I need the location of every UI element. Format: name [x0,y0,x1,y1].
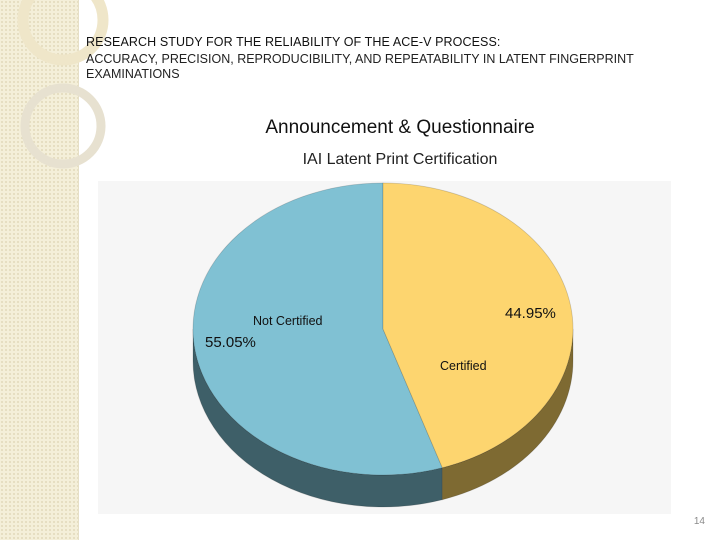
slice-label-not-certified: Not Certified [253,314,323,328]
side-divider [78,0,79,540]
slice-value-not-certified: 55.05% [205,334,256,351]
decorative-ring-top [17,0,109,66]
decorative-rings [17,0,109,169]
pie-side-certified [441,328,574,501]
header-subtitle: ACCURACY, PRECISION, REPRODUCIBILITY, AN… [86,52,634,81]
header-title: RESEARCH STUDY FOR THE RELIABILITY OF TH… [86,35,501,49]
chart-title: IAI Latent Print Certification [302,151,498,168]
slice-value-certified: 44.95% [505,305,556,322]
decorative-ring-bottom [20,83,106,169]
pie-slice-certified [382,182,574,469]
pie-slice-not-certified [192,182,443,476]
slide-heading: Announcement & Questionnaire [265,117,535,138]
page-number: 14 [693,516,705,527]
slice-label-certified: Certified [440,359,487,373]
